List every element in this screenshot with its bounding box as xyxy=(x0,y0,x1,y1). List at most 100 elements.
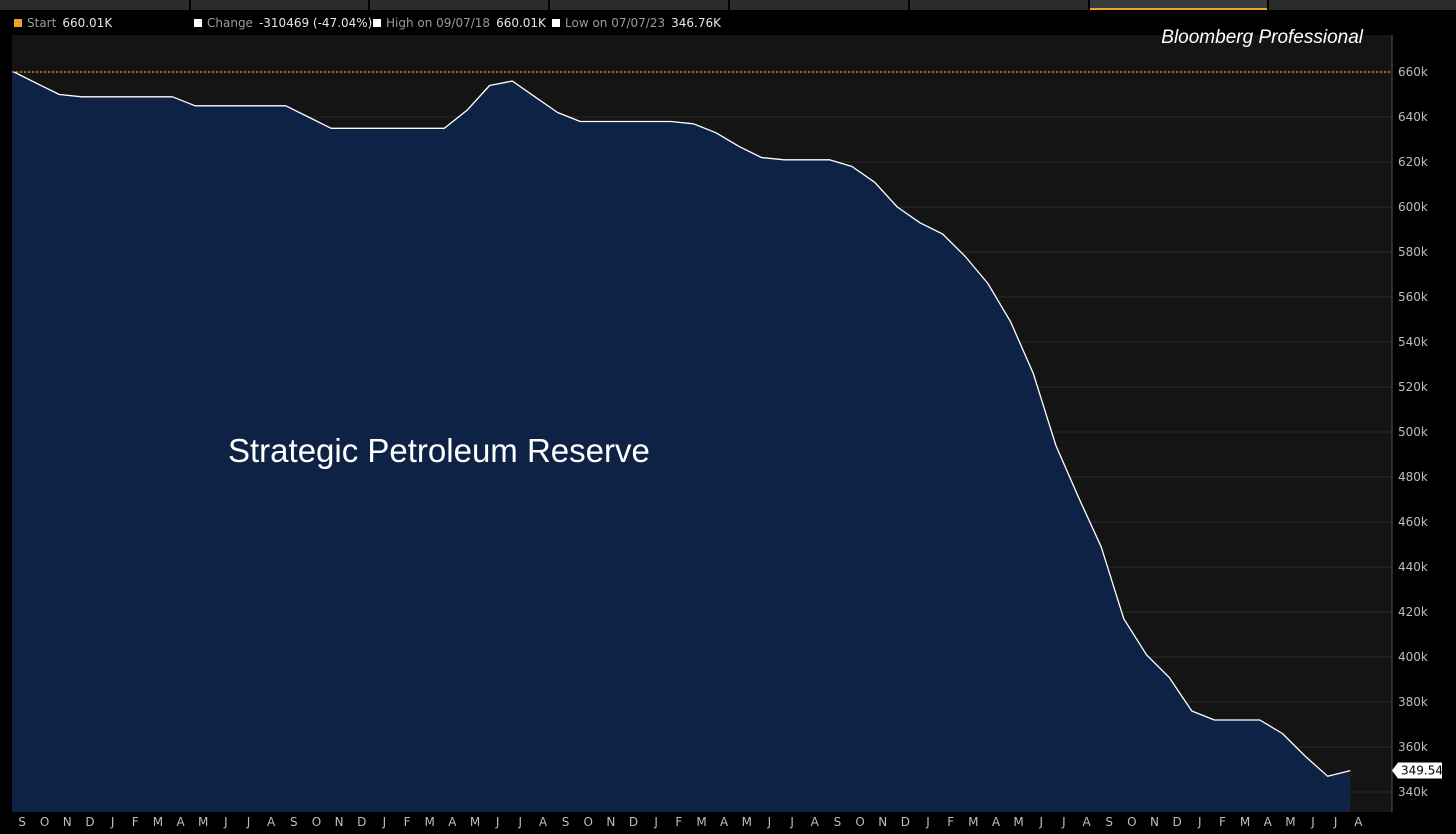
chart-annotation: Strategic Petroleum Reserve xyxy=(228,432,650,469)
tab-8[interactable] xyxy=(1269,0,1456,10)
y-tick-label: 420k xyxy=(1398,605,1428,619)
x-tick-label: M xyxy=(1240,815,1250,829)
x-tick-label: F xyxy=(404,815,411,829)
legend-start-value: 660.01K xyxy=(62,16,113,30)
x-tick-label: N xyxy=(1150,815,1159,829)
tab-5[interactable] xyxy=(730,0,908,10)
y-tick-label: 360k xyxy=(1398,740,1428,754)
x-tick-label: J xyxy=(1197,815,1202,829)
series-area xyxy=(12,72,1351,812)
x-tick-label: O xyxy=(312,815,321,829)
legend-low-value: 346.76K xyxy=(671,16,721,30)
tab-bar xyxy=(0,0,1456,10)
y-tick-label: 440k xyxy=(1398,560,1428,574)
legend-start-label: Start xyxy=(27,16,57,30)
y-tick-label: 580k xyxy=(1398,245,1428,259)
x-tick-label: S xyxy=(562,815,570,829)
x-tick-label: J xyxy=(789,815,794,829)
y-tick-label: 540k xyxy=(1398,335,1428,349)
last-value-marker xyxy=(1392,762,1442,779)
x-tick-label: A xyxy=(1354,815,1363,829)
x-tick-label: J xyxy=(382,815,387,829)
legend-low-swatch xyxy=(552,19,560,27)
legend-change-swatch xyxy=(194,19,202,27)
x-tick-label: J xyxy=(1333,815,1338,829)
x-tick-label: A xyxy=(539,815,548,829)
x-tick-label: D xyxy=(1173,815,1182,829)
y-tick-label: 620k xyxy=(1398,155,1428,169)
x-tick-label: M xyxy=(1013,815,1023,829)
y-tick-label: 500k xyxy=(1398,425,1428,439)
x-tick-label: A xyxy=(176,815,185,829)
x-tick-label: A xyxy=(992,815,1001,829)
y-tick-label: 380k xyxy=(1398,695,1428,709)
tab-3[interactable] xyxy=(370,0,548,10)
legend-low: Low on 07/07/23 346.76K xyxy=(552,16,721,30)
x-tick-label: F xyxy=(675,815,682,829)
x-tick-label: N xyxy=(63,815,72,829)
legend-start: Start 660.01K xyxy=(14,16,112,30)
legend-change-value: -310469 (-47.04%) xyxy=(258,16,373,30)
x-tick-label: J xyxy=(653,815,658,829)
x-tick-label: A xyxy=(811,815,820,829)
legend-high-value: 660.01K xyxy=(496,16,546,30)
legend-change-label: Change xyxy=(207,16,253,30)
x-axis-band xyxy=(0,812,1456,834)
y-tick-label: 660k xyxy=(1398,65,1428,79)
x-tick-label: F xyxy=(947,815,954,829)
x-tick-label: A xyxy=(720,815,729,829)
legend-start-swatch xyxy=(14,19,22,27)
x-tick-label: J xyxy=(925,815,930,829)
legend-high: High on 09/07/18 660.01K xyxy=(373,16,546,30)
x-tick-label: O xyxy=(584,815,593,829)
tab-6[interactable] xyxy=(910,0,1088,10)
x-tick-label: S xyxy=(290,815,298,829)
x-tick-label: M xyxy=(696,815,706,829)
watermark-text: Bloomberg Professional xyxy=(1161,27,1363,48)
x-tick-label: S xyxy=(834,815,842,829)
x-tick-label: A xyxy=(1264,815,1273,829)
x-tick-label: J xyxy=(246,815,251,829)
x-tick-label: D xyxy=(901,815,910,829)
x-tick-label: J xyxy=(767,815,772,829)
x-tick-label: D xyxy=(357,815,366,829)
x-tick-label: M xyxy=(742,815,752,829)
x-tick-label: J xyxy=(518,815,523,829)
x-tick-label: O xyxy=(855,815,864,829)
x-tick-label: D xyxy=(629,815,638,829)
x-tick-label: J xyxy=(110,815,115,829)
legend-low-label: Low on 07/07/23 xyxy=(565,16,666,30)
last-value-label: 349.54K xyxy=(1401,764,1452,778)
y-tick-label: 640k xyxy=(1398,110,1428,124)
y-tick-label: 560k xyxy=(1398,290,1428,304)
x-tick-label: M xyxy=(153,815,163,829)
x-tick-label: F xyxy=(132,815,139,829)
x-tick-label: D xyxy=(85,815,94,829)
x-tick-label: A xyxy=(1082,815,1091,829)
legend-high-swatch xyxy=(373,19,381,27)
x-tick-label: F xyxy=(1219,815,1226,829)
x-tick-label: M xyxy=(968,815,978,829)
x-tick-label: N xyxy=(335,815,344,829)
x-tick-label: J xyxy=(1038,815,1043,829)
x-tick-label: O xyxy=(1127,815,1136,829)
x-tick-label: N xyxy=(878,815,887,829)
y-tick-label: 480k xyxy=(1398,470,1428,484)
y-tick-label: 340k xyxy=(1398,785,1428,799)
y-tick-label: 600k xyxy=(1398,200,1428,214)
series-line xyxy=(13,71,1351,777)
x-tick-label: S xyxy=(18,815,26,829)
tab-1[interactable] xyxy=(0,0,189,10)
tab-2[interactable] xyxy=(191,0,368,10)
tab-4[interactable] xyxy=(550,0,728,10)
x-tick-label: M xyxy=(425,815,435,829)
x-tick-label: J xyxy=(1310,815,1315,829)
y-tick-label: 520k xyxy=(1398,380,1428,394)
x-tick-label: A xyxy=(448,815,457,829)
x-tick-label: J xyxy=(1061,815,1066,829)
legend-high-label: High on 09/07/18 xyxy=(386,16,491,30)
x-tick-label: O xyxy=(40,815,49,829)
legend-change: Change -310469 (-47.04%) xyxy=(194,16,372,30)
tab-7-active[interactable] xyxy=(1090,0,1267,10)
chart-svg: 340k 360k 380k 400k 420k 440k 460k 480k 500k 520k… xyxy=(0,35,1456,834)
